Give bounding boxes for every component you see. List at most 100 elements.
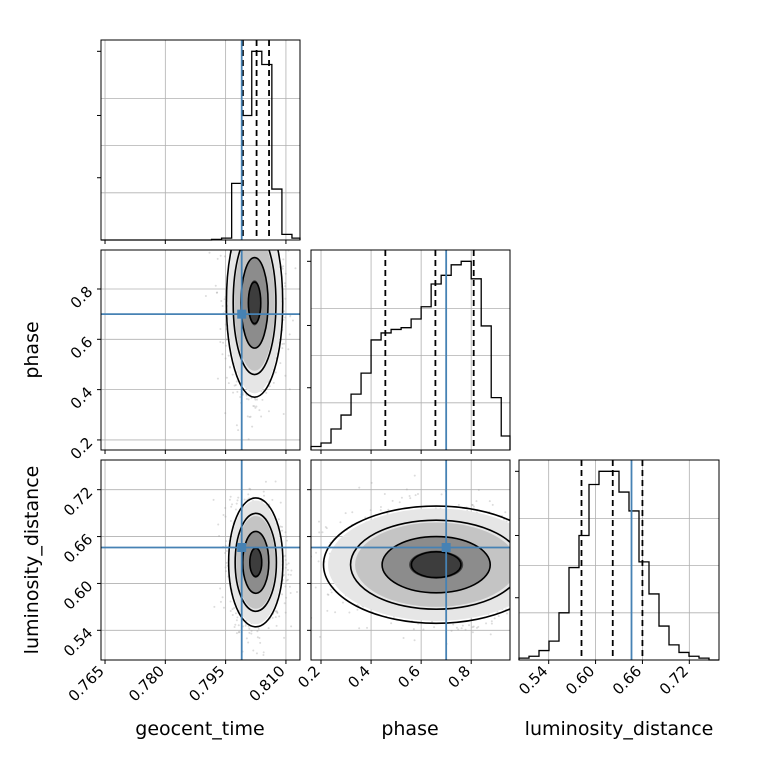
- truth-marker-luminosity_distance_vs_geocent_time: [237, 543, 247, 552]
- sample-point: [282, 574, 285, 577]
- sample-point: [225, 540, 228, 543]
- sample-point: [288, 388, 291, 391]
- sample-point: [452, 623, 455, 626]
- sample-point: [252, 232, 254, 234]
- sample-point: [281, 525, 284, 528]
- sample-point: [265, 246, 267, 248]
- sample-point: [468, 624, 471, 627]
- sample-point: [238, 236, 240, 238]
- sample-point: [249, 488, 252, 491]
- sample-point: [292, 595, 294, 597]
- sample-point: [472, 625, 475, 628]
- sample-point: [231, 613, 234, 616]
- sample-point: [221, 353, 224, 356]
- sample-point: [234, 383, 237, 386]
- sample-point: [231, 608, 234, 611]
- sample-point: [223, 255, 226, 258]
- sample-point: [402, 636, 405, 639]
- sample-point: [238, 207, 240, 209]
- sample-point: [490, 620, 493, 623]
- sample-point: [252, 405, 255, 408]
- x-tick-label-phase: 0.4: [344, 662, 374, 692]
- sample-point: [279, 525, 282, 528]
- sample-point: [281, 343, 284, 346]
- sample-point: [314, 586, 317, 589]
- sample-point: [250, 632, 253, 635]
- sample-point: [489, 633, 492, 636]
- sample-point: [274, 234, 276, 236]
- sample-point: [471, 503, 474, 506]
- sample-point: [528, 561, 530, 563]
- y-axis-label-phase: phase: [21, 321, 43, 378]
- sample-point: [264, 242, 266, 244]
- sample-point: [514, 604, 516, 606]
- sample-point: [549, 554, 551, 556]
- sample-point: [234, 194, 236, 196]
- panel-luminosity_distance_vs_phase: [310, 459, 511, 661]
- sample-point: [231, 247, 233, 249]
- sample-point: [286, 578, 289, 581]
- sample-point: [294, 267, 297, 270]
- sample-point: [273, 237, 275, 239]
- sample-point: [288, 333, 291, 336]
- sample-point: [238, 242, 240, 244]
- sample-point: [274, 610, 277, 613]
- sample-point: [260, 234, 262, 236]
- sample-point: [204, 294, 207, 297]
- sample-point: [554, 595, 556, 597]
- sample-point: [219, 328, 222, 331]
- sample-point: [258, 636, 261, 639]
- sample-point: [339, 521, 342, 524]
- sample-point: [261, 224, 263, 226]
- sample-point: [405, 488, 408, 491]
- sample-point: [358, 627, 361, 630]
- sample-point: [253, 237, 255, 239]
- sample-point: [268, 385, 271, 388]
- sample-point: [272, 214, 274, 216]
- sample-point: [283, 602, 286, 605]
- sample-point: [265, 176, 267, 178]
- density-region: [249, 546, 263, 578]
- sample-point: [533, 584, 535, 586]
- sample-point: [257, 627, 260, 630]
- sample-point: [533, 552, 535, 554]
- sample-point: [440, 493, 443, 496]
- x-tick-label-luminosity_distance: 0.72: [656, 662, 692, 698]
- sample-point: [525, 569, 527, 571]
- sample-point: [267, 627, 270, 630]
- sample-point: [285, 596, 288, 599]
- sample-point: [244, 207, 246, 209]
- sample-point: [238, 197, 240, 199]
- sample-point: [250, 629, 253, 632]
- sample-point: [274, 224, 276, 226]
- sample-point: [318, 520, 321, 523]
- sample-point: [455, 626, 458, 629]
- sample-point: [552, 550, 554, 552]
- sample-point: [538, 591, 540, 593]
- sample-point: [219, 587, 222, 590]
- sample-point: [242, 242, 244, 244]
- sample-point: [412, 628, 415, 631]
- sample-point: [289, 573, 292, 576]
- sample-point: [224, 570, 227, 573]
- sample-point: [259, 241, 261, 243]
- sample-point: [514, 512, 516, 514]
- sample-point: [303, 582, 305, 584]
- sample-point: [244, 218, 246, 220]
- sample-point: [283, 282, 286, 285]
- sample-point: [228, 247, 230, 249]
- sample-point: [539, 580, 541, 582]
- sample-point: [496, 610, 499, 613]
- sample-point: [274, 244, 276, 246]
- sample-point: [275, 610, 278, 613]
- sample-point: [227, 242, 229, 244]
- sample-point: [244, 233, 246, 235]
- y-tick-label-phase: 0.8: [67, 283, 97, 313]
- sample-point: [286, 569, 289, 572]
- sample-point: [523, 542, 525, 544]
- sample-point: [523, 528, 525, 530]
- x-tick-label-geocent_time: 0.765: [65, 662, 108, 705]
- sample-point: [504, 511, 507, 514]
- sample-point: [260, 248, 262, 250]
